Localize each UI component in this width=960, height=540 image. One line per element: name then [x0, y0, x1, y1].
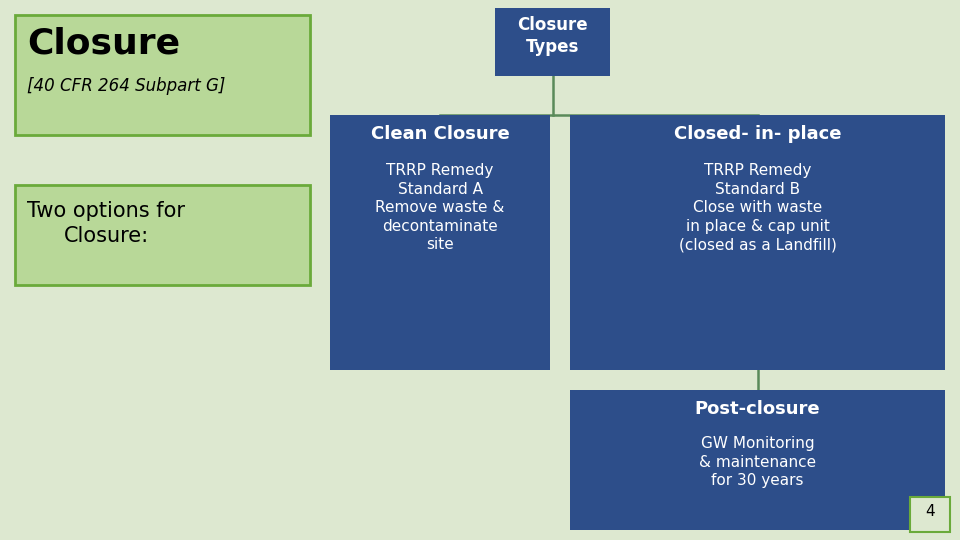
FancyBboxPatch shape — [15, 185, 310, 285]
FancyBboxPatch shape — [910, 497, 950, 532]
Text: TRRP Remedy
Standard A
Remove waste &
decontaminate
site: TRRP Remedy Standard A Remove waste & de… — [375, 163, 505, 252]
Text: TRRP Remedy
Standard B
Close with waste
in place & cap unit
(closed as a Landfil: TRRP Remedy Standard B Close with waste … — [679, 163, 836, 252]
Text: Closed- in- place: Closed- in- place — [674, 125, 841, 143]
Text: Closure: Closure — [27, 27, 180, 61]
Text: Two options for
Closure:: Two options for Closure: — [27, 201, 185, 246]
Text: Post-closure: Post-closure — [695, 400, 820, 418]
FancyBboxPatch shape — [495, 8, 610, 76]
Text: GW Monitoring
& maintenance
for 30 years: GW Monitoring & maintenance for 30 years — [699, 436, 816, 488]
Text: Clean Closure: Clean Closure — [371, 125, 510, 143]
FancyBboxPatch shape — [570, 390, 945, 530]
FancyBboxPatch shape — [570, 115, 945, 370]
FancyBboxPatch shape — [330, 115, 550, 370]
FancyBboxPatch shape — [15, 15, 310, 135]
Text: [40 CFR 264 Subpart G]: [40 CFR 264 Subpart G] — [27, 77, 226, 95]
Text: Closure
Types: Closure Types — [517, 16, 588, 56]
Text: 4: 4 — [925, 504, 935, 519]
